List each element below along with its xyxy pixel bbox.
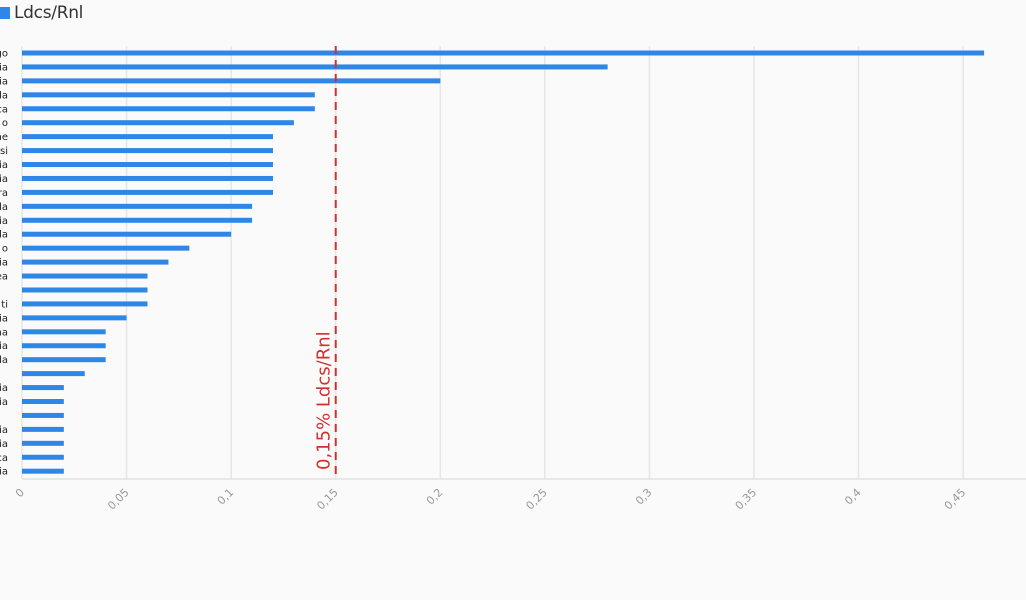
bar: [22, 78, 441, 84]
y-tick-label: o: [2, 118, 8, 129]
y-tick-label: ca: [0, 104, 8, 115]
y-tick-label: ia: [0, 425, 8, 436]
y-tick-label: si: [0, 146, 8, 157]
y-tick-label: ti: [1, 299, 8, 310]
y-tick-label: ca: [0, 453, 8, 464]
bar: [22, 259, 169, 265]
x-tick-label: 0,2: [424, 486, 446, 508]
bar: [22, 468, 64, 474]
bar: [22, 385, 64, 391]
bar: [22, 301, 148, 307]
y-tick-label: ia: [0, 467, 8, 478]
y-tick-label: da: [0, 202, 8, 213]
y-tick-label: ra: [0, 188, 8, 199]
x-tick-label: 0,15: [314, 486, 341, 513]
bar: [22, 440, 64, 446]
bar: [22, 412, 64, 418]
x-tick-label: 0,25: [523, 486, 550, 513]
y-tick-label: da: [0, 355, 8, 366]
bar: [22, 231, 232, 237]
x-tick-label: 0,05: [105, 486, 132, 513]
bar: [22, 175, 273, 181]
y-tick-label: ia: [0, 76, 8, 87]
y-tick-label: ia: [0, 439, 8, 450]
legend-swatch: [0, 7, 10, 19]
x-tick-label: 0,4: [842, 486, 864, 508]
bar: [22, 217, 253, 223]
y-tick-label: ia: [0, 258, 8, 269]
bar: [22, 106, 315, 112]
y-tick-label: ne: [0, 132, 8, 143]
y-tick-label: ia: [0, 174, 8, 185]
bar: [22, 315, 127, 321]
bar: [22, 203, 253, 209]
y-tick-label: ia: [0, 216, 8, 227]
x-tick-label: 0,35: [733, 486, 760, 513]
x-tick-label: 0,1: [215, 486, 237, 508]
bar: [22, 245, 190, 251]
legend-label: Ldcs/Rnl: [14, 3, 84, 23]
bar: [22, 134, 273, 140]
bar: [22, 50, 985, 56]
x-tick-label: 0,3: [633, 486, 655, 508]
bar: [22, 273, 148, 279]
bar: [22, 287, 148, 293]
y-tick-label: na: [0, 327, 8, 338]
y-tick-label: da: [0, 230, 8, 241]
reference-line-label: 0,15% Ldcs/Rnl: [314, 331, 335, 470]
bar: [22, 371, 85, 377]
y-tick-label: ia: [0, 341, 8, 352]
bar: [22, 92, 315, 98]
y-tick-label: da: [0, 90, 8, 101]
y-tick-label: o: [2, 244, 8, 255]
y-tick-label: ea: [0, 272, 8, 283]
bar: [22, 162, 273, 168]
legend[interactable]: Ldcs/Rnl: [0, 2, 83, 24]
bar: [22, 357, 106, 363]
y-tick-label: ia: [0, 160, 8, 171]
y-tick-label: ia: [0, 383, 8, 394]
x-tick-label: 0: [13, 486, 27, 500]
y-tick-label: ia: [0, 313, 8, 324]
bar: [22, 329, 106, 335]
y-tick-label: go: [0, 49, 8, 60]
bar: [22, 343, 106, 349]
bar: [22, 189, 273, 195]
bar: [22, 120, 294, 126]
bar: [22, 454, 64, 460]
bar: [22, 148, 273, 154]
bar: [22, 426, 64, 432]
y-tick-label: ia: [0, 62, 8, 73]
bar: [22, 64, 608, 70]
y-tick-label: ia: [0, 397, 8, 408]
x-tick-label: 0,45: [942, 486, 969, 513]
bar: [22, 399, 64, 404]
